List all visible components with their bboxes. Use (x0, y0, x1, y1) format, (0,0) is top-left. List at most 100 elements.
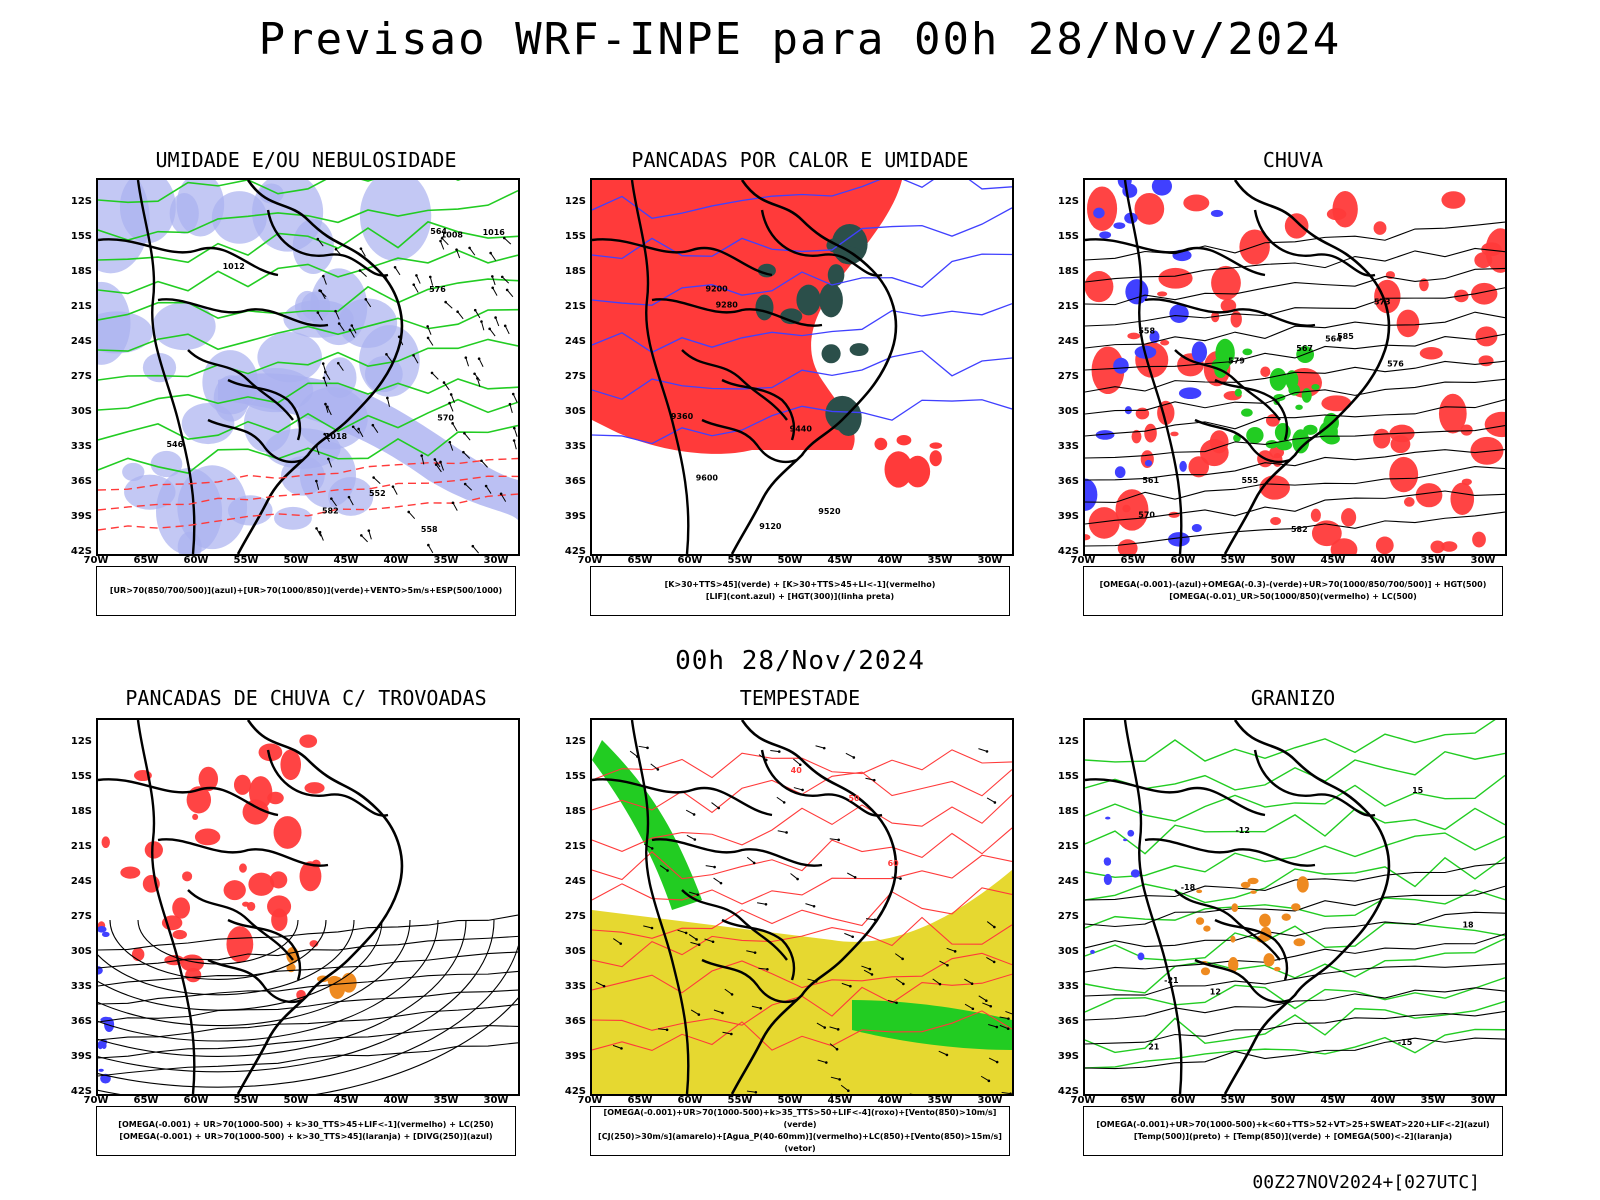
wind-vector (704, 938, 714, 943)
rain-omega-blue-area (1114, 466, 1126, 479)
run-time-footer: 00Z27NOV2024+[027UTC] (1252, 1172, 1480, 1193)
wind-vector (494, 316, 497, 319)
thunderstorm-area (233, 774, 251, 795)
latitude-label: 42S (564, 1086, 586, 1097)
wind-vector (315, 527, 318, 530)
latitude-label: 27S (1057, 371, 1079, 382)
thunderstorm-area (299, 861, 322, 892)
wind-vector (722, 1031, 732, 1035)
wind-vector (629, 750, 638, 757)
legend-line: [OMEGA(-0.001)+UR>70(1000-500)+k>35_TTS>… (603, 1108, 997, 1129)
state-border-1 (651, 298, 823, 327)
latitude-label: 21S (1057, 301, 1079, 312)
wind-vector (456, 310, 459, 314)
wind-vector (476, 378, 481, 388)
wind-vector (449, 441, 454, 451)
longitude-label: 40W (1370, 555, 1396, 566)
longitude-label: 40W (1370, 1095, 1396, 1106)
hgt-label: 582 (1291, 525, 1308, 534)
latitude-label: 42S (1057, 546, 1079, 557)
instability-green-area (819, 283, 843, 318)
rain-omega-green-area (1215, 338, 1235, 368)
wind-vector (595, 981, 605, 987)
pressure-label: 546 (166, 440, 183, 449)
humidity-1000-850-contour (98, 378, 518, 411)
wind-vector (427, 544, 434, 554)
wind-vector (721, 1011, 724, 1015)
humidity-1000-850-contour (98, 249, 518, 295)
wind-vector (489, 328, 496, 337)
wind-vector (365, 299, 372, 308)
state-border-6 (207, 958, 304, 1004)
wind-vector (970, 982, 974, 986)
wind-vector (758, 967, 768, 970)
wind-vector (688, 934, 697, 940)
wind-vector (502, 236, 506, 240)
wind-vector (677, 929, 687, 934)
wind-vector (480, 320, 483, 323)
state-border-4 (227, 918, 302, 981)
hgt-label: 576 (1387, 360, 1404, 369)
pressure-label: 582 (322, 507, 339, 516)
rain-omega-ur-area (1284, 213, 1309, 239)
humidity-1000-850-contour (98, 278, 518, 321)
rain-omega-ur-area (1122, 504, 1131, 513)
wind-vector (711, 802, 720, 809)
wind-vector (899, 877, 902, 880)
rain-omega-ur-area (1160, 339, 1170, 346)
rain-omega-green-area (1311, 384, 1320, 390)
wind-vector (836, 1028, 840, 1031)
latitude-label: 36S (564, 476, 586, 487)
rain-omega-ur-area (1260, 366, 1271, 378)
wind-vector (324, 433, 330, 443)
wind-vector (946, 947, 956, 952)
wind-vector (469, 247, 476, 256)
divergence-area (101, 931, 110, 937)
wind-vector (385, 353, 388, 356)
rain-omega-ur-area (1390, 435, 1411, 454)
wind-vector (450, 394, 455, 404)
rain-omega-ur-area (1127, 332, 1141, 340)
rain-omega-ur-area (1158, 267, 1193, 289)
state-border-4 (1214, 918, 1289, 981)
latitude-label: 18S (564, 806, 586, 817)
hgt500-contour (1085, 378, 1505, 415)
humidity-850-500-area (142, 353, 177, 383)
humidity-1000-850-contour (98, 180, 461, 204)
rain-omega-blue-area (1144, 459, 1153, 467)
instability-area (874, 437, 888, 451)
legend-box: [OMEGA(-0.001)+UR>70(1000-500)+k>35_TTS>… (590, 1106, 1010, 1156)
wind-vector (697, 943, 701, 947)
wind-vector (320, 290, 326, 300)
wind-vector (318, 530, 322, 534)
thunderstorm-area (131, 947, 145, 962)
temp500-contour (1085, 1010, 1505, 1045)
streamline (98, 919, 439, 1042)
wind-vector (643, 925, 653, 929)
wind-vector (1009, 1092, 1012, 1094)
longitude-label: 50W (283, 1095, 309, 1106)
humidity-1000-850-contour (98, 338, 518, 381)
precipitable-water-contour (592, 794, 1012, 852)
wind-vector (324, 371, 331, 381)
state-border-3 (136, 720, 196, 1094)
wind-vector (837, 838, 840, 842)
wind-vector (988, 1024, 997, 1028)
temp850-contour (1085, 937, 1505, 994)
streamline (98, 1003, 518, 1041)
wind-vector (659, 865, 668, 871)
wind-vector (316, 237, 320, 241)
thunderstorm-area (299, 734, 318, 748)
wind-vector (693, 838, 697, 841)
wind-vector (391, 485, 395, 488)
rain-omega-blue-area (1113, 222, 1126, 229)
latitude-label: 24S (70, 336, 92, 347)
latitude-label: 18S (70, 806, 92, 817)
rain-omega-ur-area (1415, 483, 1443, 508)
wind-vector (697, 1013, 701, 1016)
wind-vector (442, 381, 446, 384)
wind-vector (658, 1028, 668, 1031)
wind-vector (474, 309, 481, 319)
divergence-area (98, 1068, 104, 1072)
wind-vector (798, 763, 802, 767)
